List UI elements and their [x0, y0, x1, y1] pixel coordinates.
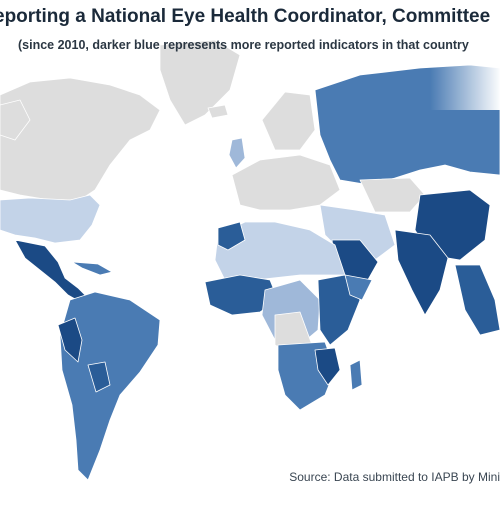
region-kazakhstan[interactable] [359, 177, 426, 213]
region-bolivia-paraguay[interactable] [87, 361, 111, 393]
region-greenland[interactable] [159, 39, 241, 126]
region-iceland[interactable] [207, 104, 229, 119]
region-canada[interactable] [0, 77, 161, 201]
region-russia[interactable] [314, 64, 500, 186]
region-mozambique[interactable] [314, 347, 341, 386]
region-southeast-asia[interactable] [454, 264, 500, 336]
region-alaska[interactable] [0, 99, 31, 141]
region-south-america[interactable] [59, 291, 161, 481]
region-united-states[interactable] [0, 194, 101, 244]
region-india[interactable] [394, 229, 449, 316]
region-horn-of-africa[interactable] [344, 274, 373, 301]
region-madagascar[interactable] [349, 359, 363, 391]
region-scandinavia[interactable] [261, 91, 316, 151]
region-peru[interactable] [57, 317, 83, 363]
map-subtitle: (since 2010, darker blue represents more… [18, 38, 469, 52]
region-caribbean[interactable] [71, 261, 113, 276]
map-title: eporting a National Eye Health Coordinat… [0, 6, 491, 27]
region-united-kingdom[interactable] [228, 137, 246, 169]
source-note: Source: Data submitted to IAPB by Minis [289, 470, 500, 484]
region-morocco[interactable] [217, 221, 246, 251]
region-europe[interactable] [231, 154, 341, 211]
region-mexico-central-america[interactable] [14, 239, 89, 304]
